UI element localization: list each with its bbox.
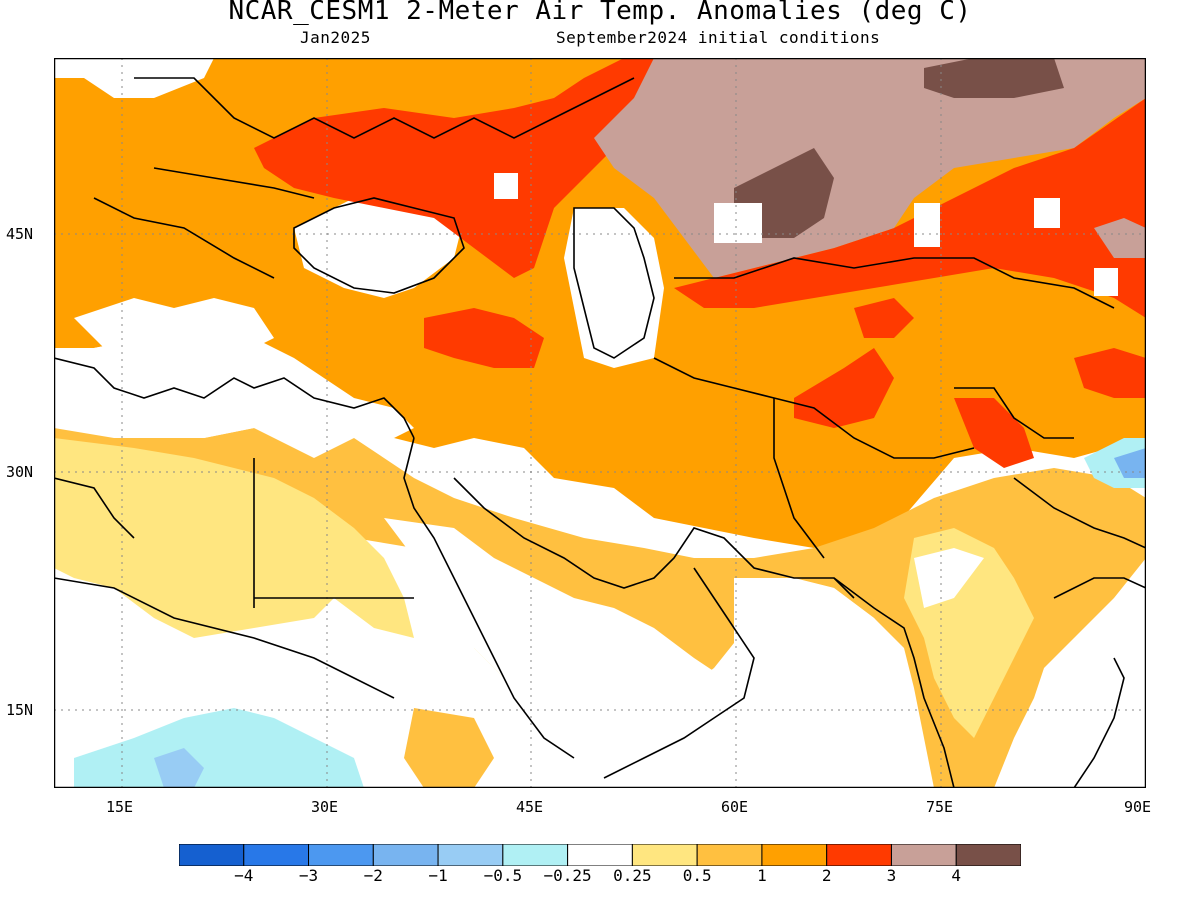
lon-label-45e: 45E: [516, 798, 544, 816]
colorbar-label: −4: [234, 866, 254, 885]
colorbar-label: 0.25: [613, 866, 652, 885]
map-canvas: [54, 58, 1146, 788]
lon-label-60e: 60E: [721, 798, 749, 816]
fill-anom-gt-4-north: [924, 58, 1064, 98]
fill-anom-neg-0-5-1-africa: [154, 748, 204, 788]
lon-label-90e: 90E: [1124, 798, 1152, 816]
fill-anom-2-3-tibet: [1074, 348, 1146, 398]
colorbar-label: −1: [428, 866, 448, 885]
fill-anom-2-3-afghanistan: [794, 348, 894, 428]
colorbar-swatch: [243, 844, 310, 866]
fill-anom-2-3-ukraine: [254, 58, 674, 278]
colorbar-label: −2: [363, 866, 383, 885]
forecast-month: Jan2025: [300, 28, 371, 47]
colorbar-label: −0.5: [483, 866, 523, 885]
colorbar-swatch: [761, 844, 828, 866]
lat-label-30n: 30N: [6, 463, 34, 481]
colorbar-label: 1: [757, 866, 767, 885]
lat-label-15n: 15N: [6, 701, 34, 719]
fill-neutral-north-africa: [74, 298, 274, 358]
fill-anom-0-25-0-5-africa: [54, 438, 414, 638]
fill-neutral-arabia: [384, 518, 724, 748]
colorbar-label: −0.25: [543, 866, 592, 885]
colorbar-label: 4: [951, 866, 962, 885]
colorbar-labels: −4 −3 −2 −1 −0.5 −0.25 0.25 0.5 1 2 3 4: [0, 866, 1200, 890]
colorbar: [179, 844, 1021, 866]
fill-anom-3-4-xinjiang: [1094, 218, 1146, 258]
colorbar-label: 2: [821, 866, 832, 885]
colorbar-swatch: [631, 844, 698, 866]
colorbar-swatch: [955, 844, 1021, 866]
colorbar-swatch: [308, 844, 374, 866]
mask-block: [914, 203, 940, 247]
colorbar-swatch: [696, 844, 763, 866]
anomaly-map: [54, 58, 1146, 788]
fill-anom-0-25-0-5-sahel: [404, 708, 494, 788]
colorbar-swatch: [437, 844, 504, 866]
lon-label-15e: 15E: [106, 798, 134, 816]
graticule: [54, 58, 1146, 788]
mask-block: [714, 203, 762, 243]
colorbar-swatch: [502, 844, 569, 866]
mask-block: [494, 173, 518, 199]
fill-anom-2-3-kashmir: [954, 398, 1034, 468]
fill-anom-2-3-turkey-east: [424, 308, 544, 368]
fill-neutral-india: [914, 548, 984, 608]
fill-neutral-black-sea: [294, 198, 464, 298]
colorbar-swatch: [372, 844, 439, 866]
colorbar-swatch: [890, 844, 957, 866]
initial-conditions-label: September2024 initial conditions: [556, 28, 881, 47]
colorbar-swatch: [179, 844, 245, 866]
map-frame: [54, 58, 1146, 788]
colorbar-swatch: [567, 844, 633, 866]
lat-label-45n: 45N: [6, 225, 34, 243]
fill-anom-neg-0-25-0-5-africa: [74, 708, 364, 788]
colorbar-swatch: [826, 844, 892, 866]
colorbar-label: 3: [886, 866, 897, 885]
mask-block: [1094, 268, 1118, 296]
coastlines: [54, 77, 1146, 788]
fill-anom-2-3-kazakhstan: [674, 98, 1146, 318]
lon-label-75e: 75E: [926, 798, 954, 816]
colorbar-label: −3: [298, 866, 319, 885]
fill-anom-neg-0-5-1-himalaya: [1114, 448, 1146, 478]
chart-title: NCAR_CESM1 2-Meter Air Temp. Anomalies (…: [228, 0, 972, 26]
mask-block: [1034, 198, 1060, 228]
fill-neutral-sea: [694, 578, 914, 788]
colorbar-label: 0.5: [682, 866, 712, 885]
lon-label-30e: 30E: [311, 798, 339, 816]
fill-anom-2-3-kyrgyz: [854, 298, 914, 338]
